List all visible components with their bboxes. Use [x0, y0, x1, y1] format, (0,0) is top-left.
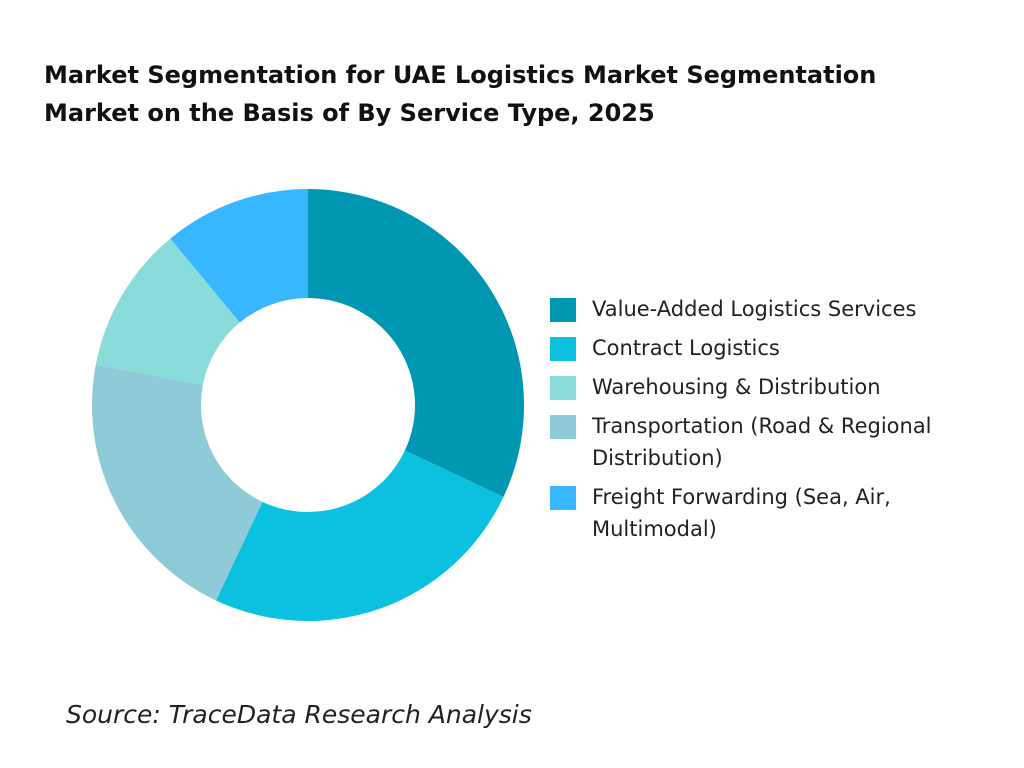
pie-slice — [216, 450, 504, 621]
legend-item: Transportation (Road & Regional Distribu… — [550, 413, 970, 474]
legend-swatch — [550, 486, 576, 510]
pie-slice — [95, 238, 240, 385]
legend-item: Warehousing & Distribution — [550, 374, 970, 403]
source-note: Source: TraceData Research Analysis — [66, 700, 532, 729]
legend-label: Contract Logistics — [592, 336, 780, 360]
legend-item: Freight Forwarding (Sea, Air, Multimodal… — [550, 484, 970, 545]
legend-swatch — [550, 415, 576, 439]
pie-slice — [92, 364, 263, 601]
chart-title: Market Segmentation for UAE Logistics Ma… — [44, 61, 877, 127]
pie-slice — [308, 189, 524, 497]
legend-label: Warehousing & Distribution — [592, 375, 881, 399]
legend-label: Transportation (Road & Regional Distribu… — [592, 414, 932, 470]
legend-swatch — [550, 337, 576, 361]
legend-label: Value-Added Logistics Services — [592, 297, 917, 321]
legend-swatch — [550, 376, 576, 400]
legend: Value-Added Logistics Services Contract L… — [550, 296, 970, 555]
legend-label: Freight Forwarding (Sea, Air, Multimodal… — [592, 485, 891, 541]
legend-item: Contract Logistics — [550, 335, 970, 364]
legend-swatch — [550, 298, 576, 322]
legend-item: Value-Added Logistics Services — [550, 296, 970, 325]
pie-slice — [170, 189, 308, 323]
